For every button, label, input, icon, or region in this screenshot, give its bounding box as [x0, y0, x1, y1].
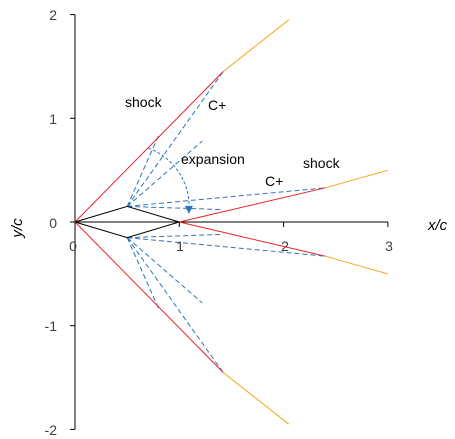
expansion-arrowhead	[184, 205, 193, 214]
shock-line-0	[74, 71, 224, 223]
transmitted-line-2	[325, 169, 389, 189]
expansion-label: expansion	[181, 151, 245, 167]
shock-label-upper: shock	[125, 94, 163, 110]
characteristic-line-2	[126, 140, 203, 207]
characteristic-line-7	[126, 237, 203, 304]
shock-line-1	[74, 221, 224, 373]
x-tick-0: 0	[69, 238, 77, 254]
characteristic-line-6	[126, 237, 224, 373]
x-tick-3: 3	[385, 238, 393, 254]
airfoil-line-0	[74, 205, 182, 239]
y-axis-label: y/c	[9, 218, 26, 239]
shock-label-right: shock	[303, 155, 341, 171]
characteristic-line-0	[126, 135, 159, 207]
c-plus-label-right: C+	[265, 173, 283, 189]
transmitted-line-1	[222, 372, 290, 425]
transmitted-line-0	[222, 19, 290, 72]
shock-line-2	[179, 187, 326, 223]
y-tick-0: 0	[49, 215, 57, 231]
c-plus-label-upper: C+	[208, 97, 226, 113]
characteristic-line-5	[126, 237, 159, 309]
plot-lines	[74, 19, 389, 425]
y-tick-neg2: -2	[45, 422, 58, 438]
y-tick-1: 1	[49, 111, 57, 127]
x-tick-1: 1	[176, 238, 184, 254]
characteristic-line-1	[126, 71, 224, 207]
x-axis-label: x/c	[427, 217, 448, 234]
y-tick-2: 2	[49, 7, 57, 23]
shock-line-3	[179, 221, 326, 257]
characteristic-line-4	[127, 205, 224, 211]
characteristic-line-3	[127, 187, 326, 207]
transmitted-line-3	[325, 255, 389, 275]
characteristic-line-8	[127, 237, 326, 257]
x-tick-2: 2	[281, 238, 289, 254]
y-tick-neg1: -1	[45, 318, 58, 334]
axes	[70, 14, 389, 430]
expansion-arc	[148, 147, 193, 214]
expansion-arc-path	[148, 147, 190, 212]
